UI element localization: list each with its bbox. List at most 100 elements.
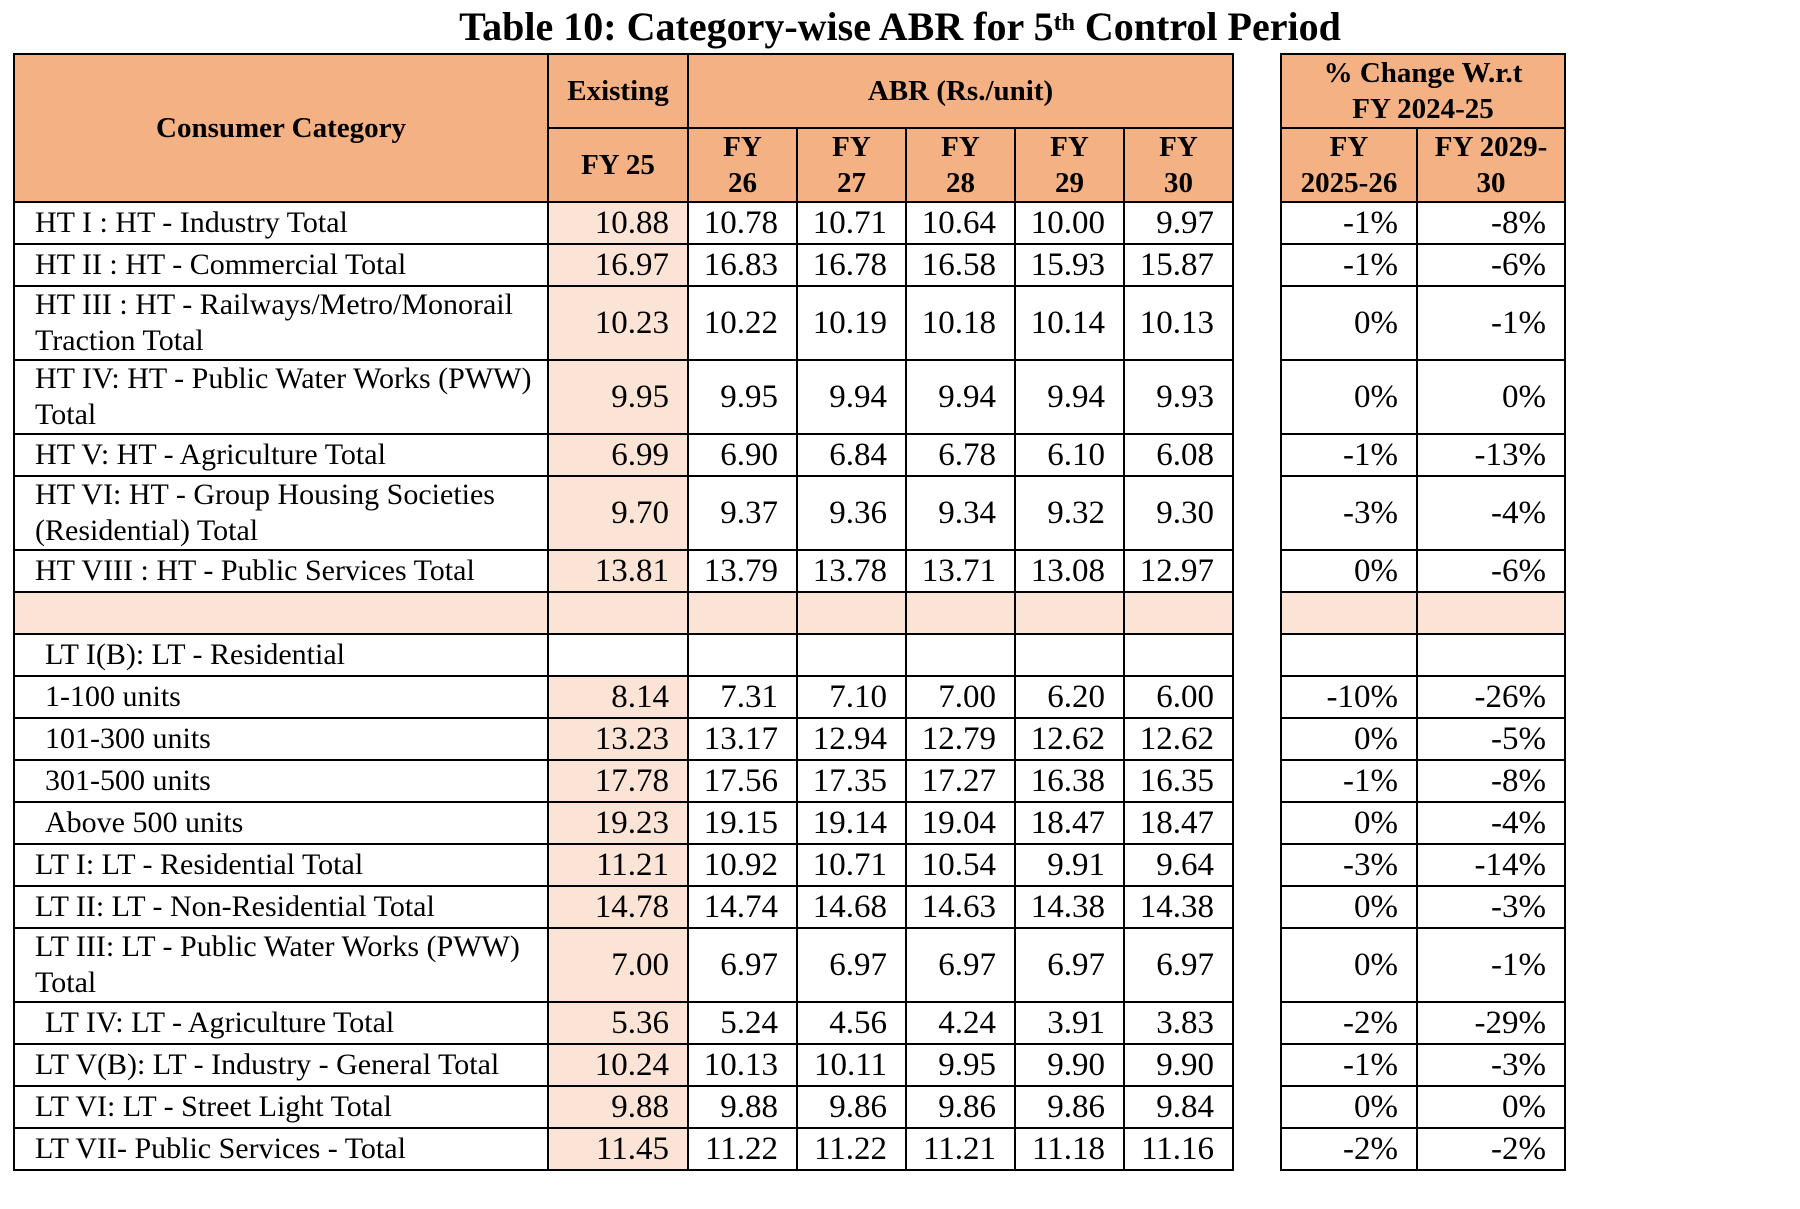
header-fy27: FY 27: [796, 127, 907, 203]
category-cell: 101-300 units: [13, 717, 549, 761]
value-fy28: 6.78: [905, 433, 1016, 477]
header-pct-fy30: FY 2029-30: [1416, 127, 1566, 203]
value-fy26: 6.90: [687, 433, 798, 477]
value-fy26: 17.56: [687, 759, 798, 803]
value-fy30: 14.38: [1123, 885, 1234, 929]
value-fy29: 12.62: [1014, 717, 1125, 761]
value-fy27: 17.35: [796, 759, 907, 803]
value-fy26: 10.92: [687, 843, 798, 887]
value-fy25: 16.97: [547, 243, 689, 287]
value-fy29: 9.91: [1014, 843, 1125, 887]
table-row: LT VI: LT - Street Light Total 9.88 9.88…: [13, 1085, 1566, 1129]
value-fy26: 19.15: [687, 801, 798, 845]
value-fy26: 5.24: [687, 1001, 798, 1045]
table-title: Table 10: Category-wise ABR for 5th Cont…: [459, 4, 1341, 49]
pct-fy30: -5%: [1416, 717, 1566, 761]
pct-fy30: -3%: [1416, 1043, 1566, 1087]
value-fy29: 9.94: [1014, 359, 1125, 435]
pct-fy26: 0%: [1280, 927, 1418, 1003]
value-fy25: 9.88: [547, 1085, 689, 1129]
category-cell: HT I : HT - Industry Total: [13, 201, 549, 245]
pct-fy26: 0%: [1280, 885, 1418, 929]
value-fy30: 6.97: [1123, 927, 1234, 1003]
pct-fy26: 0%: [1280, 717, 1418, 761]
table-row: LT V(B): LT - Industry - General Total 1…: [13, 1043, 1566, 1087]
category-cell: LT VII- Public Services - Total: [13, 1127, 549, 1171]
value-fy29: 16.38: [1014, 759, 1125, 803]
value-fy27: 13.78: [796, 549, 907, 593]
pct-fy26: -2%: [1280, 1127, 1418, 1171]
value-fy26: 9.88: [687, 1085, 798, 1129]
pct-fy30: -29%: [1416, 1001, 1566, 1045]
value-fy26: 14.74: [687, 885, 798, 929]
value-fy29: 9.86: [1014, 1085, 1125, 1129]
header-fy25: FY 25: [547, 127, 689, 203]
pct-fy26: 0%: [1280, 1085, 1418, 1129]
value-fy27: 14.68: [796, 885, 907, 929]
value-fy30: 6.00: [1123, 675, 1234, 719]
header-fy28: FY 28: [905, 127, 1016, 203]
value-fy29: 11.18: [1014, 1127, 1125, 1171]
category-cell: HT VIII : HT - Public Services Total: [13, 549, 549, 593]
value-fy30: 6.08: [1123, 433, 1234, 477]
value-fy25: 11.21: [547, 843, 689, 887]
value-fy26: 9.95: [687, 359, 798, 435]
value-fy26: 6.97: [687, 927, 798, 1003]
value-fy27: 11.22: [796, 1127, 907, 1171]
value-fy30: 11.16: [1123, 1127, 1234, 1171]
pct-fy26: 0%: [1280, 359, 1418, 435]
table-row: HT VI: HT - Group Housing Societies (Res…: [13, 475, 1566, 551]
value-fy28: 9.94: [905, 359, 1016, 435]
value-fy27: 10.11: [796, 1043, 907, 1087]
value-fy25: 11.45: [547, 1127, 689, 1171]
pct-fy30: -1%: [1416, 927, 1566, 1003]
header-consumer-category: Consumer Category: [13, 53, 549, 203]
pct-fy30: 0%: [1416, 359, 1566, 435]
table-row: LT II: LT - Non-Residential Total 14.78 …: [13, 885, 1566, 929]
value-fy28: 14.63: [905, 885, 1016, 929]
value-fy25: 7.00: [547, 927, 689, 1003]
pct-fy30: -2%: [1416, 1127, 1566, 1171]
value-fy30: 9.97: [1123, 201, 1234, 245]
pct-fy26: -1%: [1280, 759, 1418, 803]
value-fy30: 9.64: [1123, 843, 1234, 887]
value-fy27: 4.56: [796, 1001, 907, 1045]
category-cell: 1-100 units: [13, 675, 549, 719]
pct-fy26: -3%: [1280, 475, 1418, 551]
value-fy29: 18.47: [1014, 801, 1125, 845]
value-fy26: 13.79: [687, 549, 798, 593]
value-fy25: 10.24: [547, 1043, 689, 1087]
value-fy29: 9.32: [1014, 475, 1125, 551]
value-fy26: 16.83: [687, 243, 798, 287]
value-fy28: 7.00: [905, 675, 1016, 719]
table-row: Above 500 units 19.23 19.15 19.14 19.04 …: [13, 801, 1566, 845]
value-fy25: 17.78: [547, 759, 689, 803]
pct-fy26: -1%: [1280, 433, 1418, 477]
value-fy28: 11.21: [905, 1127, 1016, 1171]
value-fy27: 9.94: [796, 359, 907, 435]
value-fy27: 6.97: [796, 927, 907, 1003]
abr-table: Consumer Category Existing ABR (Rs./unit…: [13, 53, 1566, 1171]
pct-fy30: -4%: [1416, 801, 1566, 845]
pct-fy26: 0%: [1280, 801, 1418, 845]
table-row: HT VIII : HT - Public Services Total 13.…: [13, 549, 1566, 593]
category-cell: LT VI: LT - Street Light Total: [13, 1085, 549, 1129]
value-fy26: 10.13: [687, 1043, 798, 1087]
value-fy27: 12.94: [796, 717, 907, 761]
category-cell: LT V(B): LT - Industry - General Total: [13, 1043, 549, 1087]
column-gap: [1232, 54, 1282, 202]
value-fy29: 15.93: [1014, 243, 1125, 287]
header-fy30: FY 30: [1123, 127, 1234, 203]
value-fy29: 6.20: [1014, 675, 1125, 719]
category-cell: LT IV: LT - Agriculture Total: [13, 1001, 549, 1045]
value-fy25: 5.36: [547, 1001, 689, 1045]
pct-fy30: -3%: [1416, 885, 1566, 929]
value-fy30: 9.30: [1123, 475, 1234, 551]
pct-fy26: -1%: [1280, 1043, 1418, 1087]
pct-fy30: -1%: [1416, 285, 1566, 361]
pct-fy26: 0%: [1280, 549, 1418, 593]
value-fy28: 10.54: [905, 843, 1016, 887]
pct-fy26: 0%: [1280, 285, 1418, 361]
value-fy30: 16.35: [1123, 759, 1234, 803]
value-fy29: 6.97: [1014, 927, 1125, 1003]
